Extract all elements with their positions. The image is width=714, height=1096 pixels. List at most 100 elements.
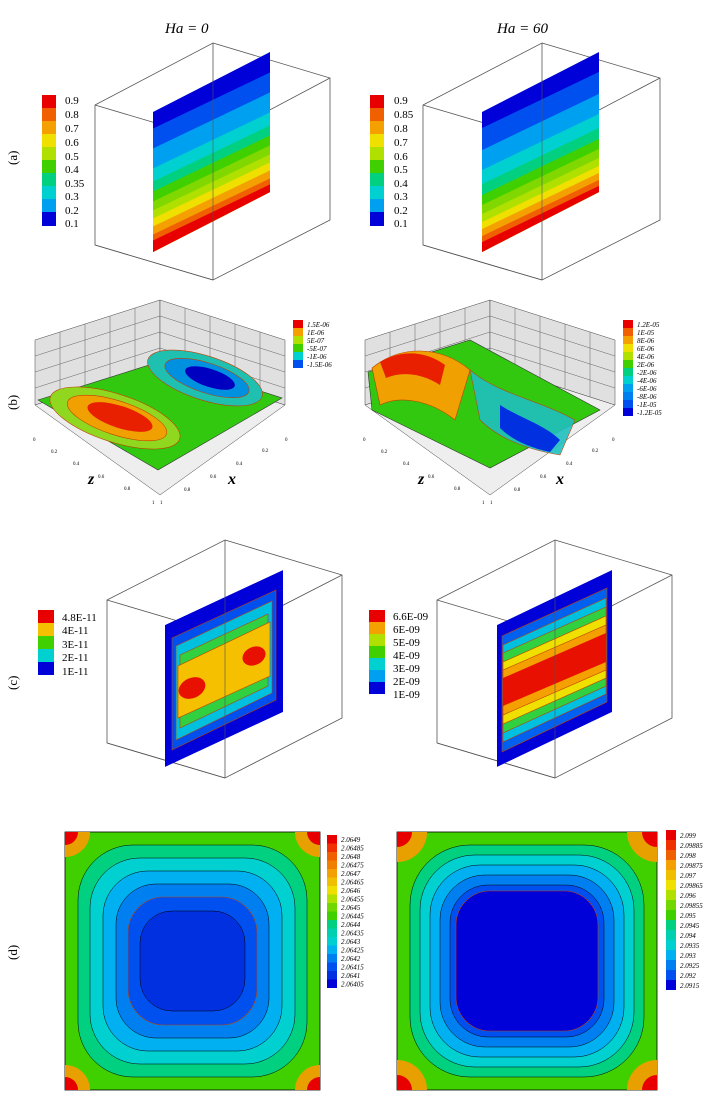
legend-label: 6.6E-09 [393, 611, 429, 623]
legend-label: -6E-06 [637, 385, 657, 393]
legend-label: -5E-07 [307, 345, 327, 353]
legend-label: 0.3 [394, 191, 408, 203]
legend-label: 2.0945 [680, 922, 700, 930]
tick-label: 0 [285, 438, 288, 443]
legend-label: 0.7 [65, 123, 79, 135]
legend-label: 1.5E-06 [307, 321, 330, 329]
legend-label: 2.098 [680, 852, 696, 860]
panel-a-left: 0.9 0.8 0.7 0.6 0.5 0.4 0.35 0.3 0.2 0.1 [42, 42, 331, 281]
tick-label: 0.8 [124, 487, 131, 492]
legend-a-left: 0.9 0.8 0.7 0.6 0.5 0.4 0.35 0.3 0.2 0.1 [42, 95, 85, 230]
legend-label: 2.06435 [341, 930, 364, 938]
axis-label-x: x [227, 471, 236, 488]
legend-label: 2.094 [680, 932, 696, 940]
legend-label: 3E-11 [62, 639, 88, 651]
legend-label: 2.0649 [341, 836, 361, 844]
legend-label: 2.09855 [680, 902, 703, 910]
col-heading-ha60: Ha = 60 [496, 21, 548, 37]
legend-b-right: 1.2E-05 1E-05 8E-06 6E-06 4E-06 2E-06 -2… [623, 320, 662, 417]
legend-label: -8E-06 [637, 393, 657, 401]
legend-label: 2.09885 [680, 842, 703, 850]
legend-c-left: 4.8E-11 4E-11 3E-11 2E-11 1E-11 [38, 610, 97, 678]
legend-label: 4E-11 [62, 625, 88, 637]
tick-label: 0.2 [592, 449, 599, 454]
panel-c-right: 6.6E-09 6E-09 5E-09 4E-09 3E-09 2E-09 1E… [369, 539, 673, 779]
legend-label: 1.2E-05 [637, 321, 660, 329]
legend-label: 6E-06 [637, 345, 655, 353]
legend-label: 2.0641 [341, 972, 360, 980]
legend-label: 2E-09 [393, 676, 420, 688]
legend-label: 2.09865 [680, 882, 703, 890]
tick-label: 0.4 [403, 462, 410, 467]
legend-label: 2.0642 [341, 955, 361, 963]
legend-label: 0.1 [65, 218, 79, 230]
legend-label: 2.0646 [341, 887, 361, 895]
tick-label: 1 [482, 501, 485, 506]
legend-label: 2.06405 [341, 981, 364, 989]
legend-label: 0.8 [65, 109, 79, 121]
legend-label: 2E-06 [637, 361, 655, 369]
legend-d-right: 2.099 2.09885 2.098 2.09875 2.097 2.0986… [666, 830, 703, 990]
legend-label: 2.095 [680, 912, 696, 920]
axis-label-z: z [87, 471, 95, 488]
tick-label: 0.4 [236, 462, 243, 467]
legend-label: 5E-09 [393, 637, 420, 649]
col-heading-ha0: Ha = 0 [164, 21, 209, 37]
legend-label: 2.0915 [680, 982, 700, 990]
tick-label: 0.2 [51, 450, 58, 455]
tick-label: 0.8 [184, 488, 191, 493]
legend-label: 2.0935 [680, 942, 700, 950]
row-label-a: (a) [5, 151, 20, 165]
legend-label: 2E-11 [62, 652, 88, 664]
legend-label: 6E-09 [393, 624, 420, 636]
legend-label: -1.5E-06 [307, 361, 332, 369]
legend-label: 0.35 [65, 178, 85, 190]
legend-label: 3E-09 [393, 663, 420, 675]
legend-label: 2.0925 [680, 962, 700, 970]
tick-label: 0.2 [262, 449, 269, 454]
legend-label: 2.093 [680, 952, 696, 960]
axis-label-z: z [417, 471, 425, 488]
legend-label: 1E-05 [637, 329, 655, 337]
legend-label: 2.097 [680, 872, 696, 880]
legend-label: 0.1 [394, 218, 408, 230]
legend-label: 1E-06 [307, 329, 325, 337]
legend-label: 0.4 [65, 164, 79, 176]
tick-label: 0.8 [454, 487, 461, 492]
legend-b-left: 1.5E-06 1E-06 5E-07 -5E-07 -1E-06 -1.5E-… [293, 320, 332, 369]
legend-label: -2E-06 [637, 369, 657, 377]
legend-label: 0.9 [65, 95, 79, 107]
legend-label: -1E-05 [637, 401, 657, 409]
tick-label: 0 [612, 438, 615, 443]
panel-b-right: z x 0 0.2 0.4 0.6 0.8 1 1 0.8 0.6 0.4 0.… [363, 299, 662, 506]
row-label-d: (d) [5, 945, 20, 960]
panel-d-right: 2.099 2.09885 2.098 2.09875 2.097 2.0986… [396, 830, 703, 1091]
tick-label: 0.4 [566, 462, 573, 467]
tick-label: 0.2 [381, 450, 388, 455]
tick-label: 1 [160, 501, 163, 506]
tick-label: 0.6 [428, 475, 435, 480]
legend-label: 0.4 [394, 178, 408, 190]
legend-label: 2.06485 [341, 845, 364, 853]
legend-label: 4E-09 [393, 650, 420, 662]
legend-label: 0.6 [394, 151, 408, 163]
legend-label: 4.8E-11 [62, 612, 97, 624]
tick-label: 0 [33, 438, 36, 443]
legend-label: 2.096 [680, 892, 696, 900]
tick-label: 0.4 [73, 462, 80, 467]
legend-label: -1.2E-05 [637, 409, 662, 417]
legend-label: 2.06425 [341, 947, 364, 955]
legend-a-right: 0.9 0.85 0.8 0.7 0.6 0.5 0.4 0.3 0.2 0.1 [370, 95, 414, 230]
legend-label: 2.06465 [341, 879, 364, 887]
legend-label: 2.06455 [341, 896, 364, 904]
tick-label: 1 [152, 501, 155, 506]
legend-d-left: 2.0649 2.06485 2.0648 2.06475 2.0647 2.0… [327, 835, 364, 989]
panel-c-left: 4.8E-11 4E-11 3E-11 2E-11 1E-11 [38, 539, 343, 779]
legend-label: 1E-11 [62, 666, 88, 678]
legend-label: 4E-06 [637, 353, 655, 361]
legend-label: 0.85 [394, 109, 414, 121]
legend-label: 0.8 [394, 123, 408, 135]
legend-label: 0.7 [394, 137, 408, 149]
panel-a-right: 0.9 0.85 0.8 0.7 0.6 0.5 0.4 0.3 0.2 0.1 [370, 42, 661, 281]
legend-label: 0.5 [65, 151, 79, 163]
